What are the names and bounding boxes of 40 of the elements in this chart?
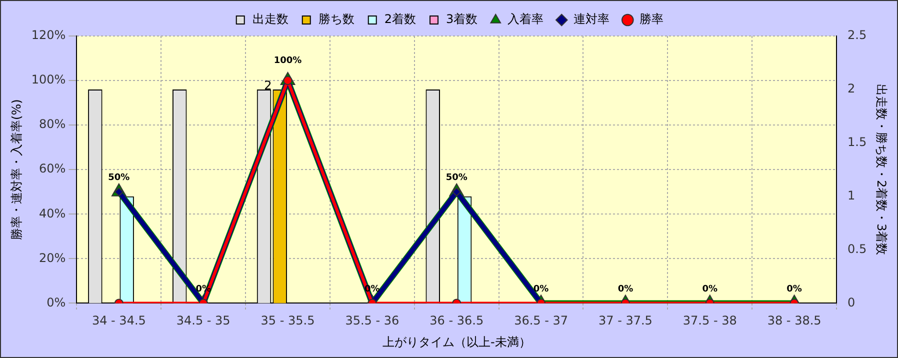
y2-tick-label: 1.5 <box>848 135 867 150</box>
y-tick-label: 100% <box>31 72 66 87</box>
y2-tick-label: 0.5 <box>848 242 867 256</box>
x-tick-label: 35.5 - 36 <box>345 314 400 328</box>
x-tick-label: 36.5 - 37 <box>514 314 568 328</box>
legend-label: 出走数 <box>252 12 288 26</box>
x-tick-label: 37.5 - 38 <box>682 314 737 328</box>
data-label: 2 <box>264 78 272 93</box>
legend-label: 入着率 <box>508 12 544 26</box>
x-tick-label: 34 - 34.5 <box>92 314 146 328</box>
data-label: 50% <box>108 173 130 184</box>
y-tick-label: 0% <box>46 295 66 310</box>
y2-tick-label: 1 <box>848 188 856 202</box>
y2-tick-label: 2.5 <box>848 28 867 42</box>
x-axis-title: 上がりタイム（以上-未満） <box>382 334 531 349</box>
y-tick-label: 40% <box>39 206 66 220</box>
legend-label: 勝ち数 <box>318 12 354 26</box>
x-tick-label: 34.5 - 35 <box>176 314 230 328</box>
legend-label: 連対率 <box>574 12 610 26</box>
legend-label: 2着数 <box>384 12 416 26</box>
y-tick-label: 60% <box>39 162 66 176</box>
data-label: 0% <box>702 284 718 295</box>
y-tick-label: 20% <box>39 250 66 265</box>
data-label: 0% <box>618 284 634 295</box>
x-tick-label: 37 - 37.5 <box>598 314 652 328</box>
y2-axis-title: 出走数・勝ち数・2着数・3着数 <box>874 84 889 256</box>
y2-tick-label: 2 <box>848 82 856 96</box>
x-tick-label: 38 - 38.5 <box>767 314 822 328</box>
y-tick-label: 120% <box>31 28 66 42</box>
y-tick-label: 80% <box>39 117 66 132</box>
legend-label: 3着数 <box>446 12 478 26</box>
y2-tick-label: 0 <box>848 295 856 310</box>
legend-label: 勝率 <box>640 12 664 26</box>
x-tick-label: 36 - 36.5 <box>430 314 484 328</box>
data-label: 0% <box>533 284 549 295</box>
data-label: 0% <box>786 284 802 295</box>
x-tick-label: 35 - 35.5 <box>260 314 315 328</box>
data-label: 50% <box>446 173 468 184</box>
data-label: 100% <box>274 56 302 66</box>
y-axis-title: 勝率・連対率・入着率(%) <box>9 99 24 240</box>
